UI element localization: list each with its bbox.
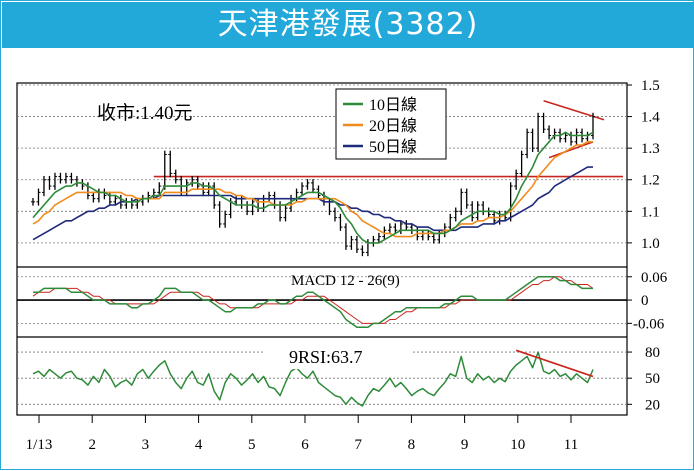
legend-entry: 50日線 bbox=[369, 138, 417, 156]
plot-border bbox=[16, 82, 628, 416]
legend: 10日線 20日線 50日線 bbox=[335, 88, 447, 160]
rsi-trendline bbox=[515, 349, 594, 378]
ma50-line bbox=[32, 166, 593, 241]
rsi-tick-label: 20 bbox=[645, 397, 660, 413]
x-tick-label: 10 bbox=[510, 437, 525, 453]
x-tick-label: 5 bbox=[248, 437, 256, 453]
rsi-line bbox=[32, 351, 594, 407]
price-tick-label: 1.3 bbox=[641, 141, 660, 157]
chart-labels: 1.5 1.4 1.3 1.2 1.1 1.0 0.06 0 -0.06 80 50 20 1/13 2 3… bbox=[26, 78, 668, 453]
legend-entry: 20日線 bbox=[369, 117, 417, 135]
macd-tick-label: -0.06 bbox=[633, 316, 665, 332]
rsi-label: 9RSI:63.7 bbox=[289, 347, 363, 367]
chart-series bbox=[31, 100, 623, 407]
price-tick-label: 1.0 bbox=[641, 236, 660, 252]
rsi-label-bg bbox=[263, 341, 413, 369]
macd-line bbox=[33, 276, 593, 328]
chart-frame bbox=[16, 82, 632, 423]
x-tick-label: 8 bbox=[408, 437, 416, 453]
ma20-line bbox=[32, 141, 593, 238]
legend-entry: 10日線 bbox=[369, 96, 417, 114]
macd-tick-label: 0.06 bbox=[641, 270, 668, 286]
x-tick-label: 6 bbox=[301, 437, 309, 453]
ma10-line bbox=[32, 131, 594, 244]
x-tick-label: 7 bbox=[354, 437, 362, 453]
x-tick-label: 9 bbox=[461, 437, 469, 453]
price-tick-label: 1.4 bbox=[641, 110, 660, 126]
x-tick-label: 2 bbox=[88, 437, 96, 453]
rsi-tick-label: 80 bbox=[645, 345, 660, 361]
x-tick-label: 4 bbox=[195, 437, 203, 453]
lower-trendline bbox=[548, 141, 594, 159]
price-tick-label: 1.2 bbox=[641, 173, 660, 189]
price-tick-label: 1.1 bbox=[641, 204, 660, 220]
x-tick-label: 1/13 bbox=[26, 437, 53, 453]
close-annotation: 收市:1.40元 bbox=[97, 102, 193, 124]
price-tick-label: 1.5 bbox=[641, 78, 660, 94]
macd-label: MACD 12 - 26(9) bbox=[291, 273, 400, 289]
macd-tick-label: 0 bbox=[641, 293, 649, 309]
chart-title: 天津港發展(3382) bbox=[217, 7, 479, 42]
x-tick-label: 3 bbox=[142, 437, 150, 453]
title-banner: 天津港發展(3382) bbox=[2, 2, 694, 48]
rsi-tick-label: 50 bbox=[645, 371, 660, 387]
x-tick-label: 11 bbox=[564, 437, 578, 453]
